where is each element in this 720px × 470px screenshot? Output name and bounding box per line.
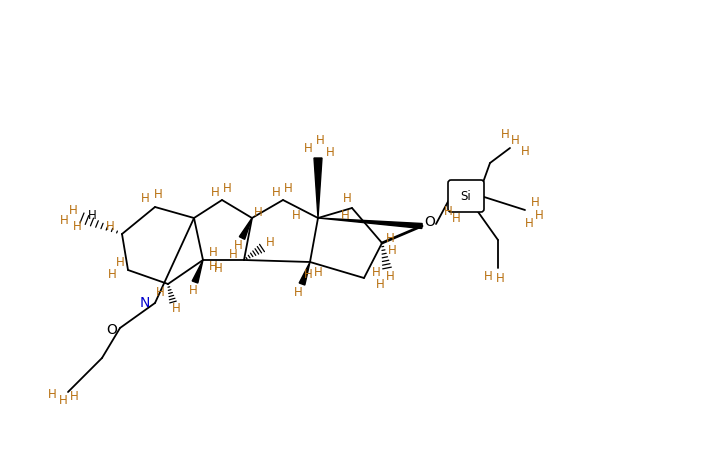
Text: H: H bbox=[376, 277, 384, 290]
Text: O: O bbox=[107, 323, 117, 337]
Text: H: H bbox=[253, 205, 262, 219]
Text: H: H bbox=[387, 243, 397, 257]
Text: H: H bbox=[189, 283, 197, 297]
Text: H: H bbox=[222, 181, 231, 195]
Text: H: H bbox=[58, 393, 68, 407]
Text: H: H bbox=[156, 285, 164, 298]
Text: H: H bbox=[444, 204, 452, 218]
Text: Si: Si bbox=[461, 189, 472, 203]
Text: H: H bbox=[233, 238, 243, 251]
Polygon shape bbox=[300, 262, 310, 285]
Text: H: H bbox=[88, 209, 96, 221]
Text: H: H bbox=[304, 141, 312, 155]
Polygon shape bbox=[192, 260, 203, 283]
Text: H: H bbox=[314, 266, 323, 279]
Text: H: H bbox=[209, 246, 217, 259]
Text: H: H bbox=[495, 272, 505, 284]
Text: H: H bbox=[484, 269, 492, 282]
Text: H: H bbox=[211, 186, 220, 198]
Text: H: H bbox=[48, 387, 56, 400]
Text: H: H bbox=[271, 186, 280, 198]
Text: H: H bbox=[315, 133, 325, 147]
Text: H: H bbox=[292, 209, 300, 221]
Text: H: H bbox=[451, 212, 460, 225]
Text: H: H bbox=[510, 133, 519, 147]
Text: H: H bbox=[284, 181, 292, 195]
Text: H: H bbox=[73, 219, 81, 233]
FancyBboxPatch shape bbox=[448, 180, 484, 212]
Text: H: H bbox=[386, 269, 395, 282]
Text: H: H bbox=[304, 268, 312, 282]
Polygon shape bbox=[314, 158, 322, 218]
Text: H: H bbox=[209, 259, 217, 273]
Text: H: H bbox=[229, 249, 238, 261]
Text: H: H bbox=[535, 209, 544, 221]
Text: H: H bbox=[171, 303, 181, 315]
Text: H: H bbox=[153, 188, 163, 201]
Text: H: H bbox=[341, 209, 349, 221]
Polygon shape bbox=[239, 218, 252, 239]
Text: H: H bbox=[386, 232, 395, 244]
Text: H: H bbox=[214, 261, 222, 274]
Text: H: H bbox=[500, 127, 509, 141]
Text: H: H bbox=[372, 266, 380, 280]
Text: H: H bbox=[531, 196, 539, 209]
Text: H: H bbox=[266, 235, 274, 249]
Polygon shape bbox=[318, 218, 422, 228]
Text: H: H bbox=[140, 191, 149, 204]
Text: H: H bbox=[525, 217, 534, 229]
Text: H: H bbox=[60, 213, 68, 227]
Text: H: H bbox=[68, 204, 77, 217]
Text: H: H bbox=[343, 191, 351, 204]
Text: H: H bbox=[521, 144, 529, 157]
Text: H: H bbox=[107, 268, 117, 282]
Text: H: H bbox=[325, 146, 334, 158]
Text: N: N bbox=[140, 296, 150, 310]
Text: H: H bbox=[70, 391, 78, 404]
Text: H: H bbox=[294, 285, 302, 298]
Text: O: O bbox=[425, 215, 436, 229]
Text: H: H bbox=[106, 219, 114, 233]
Text: H: H bbox=[116, 256, 125, 268]
